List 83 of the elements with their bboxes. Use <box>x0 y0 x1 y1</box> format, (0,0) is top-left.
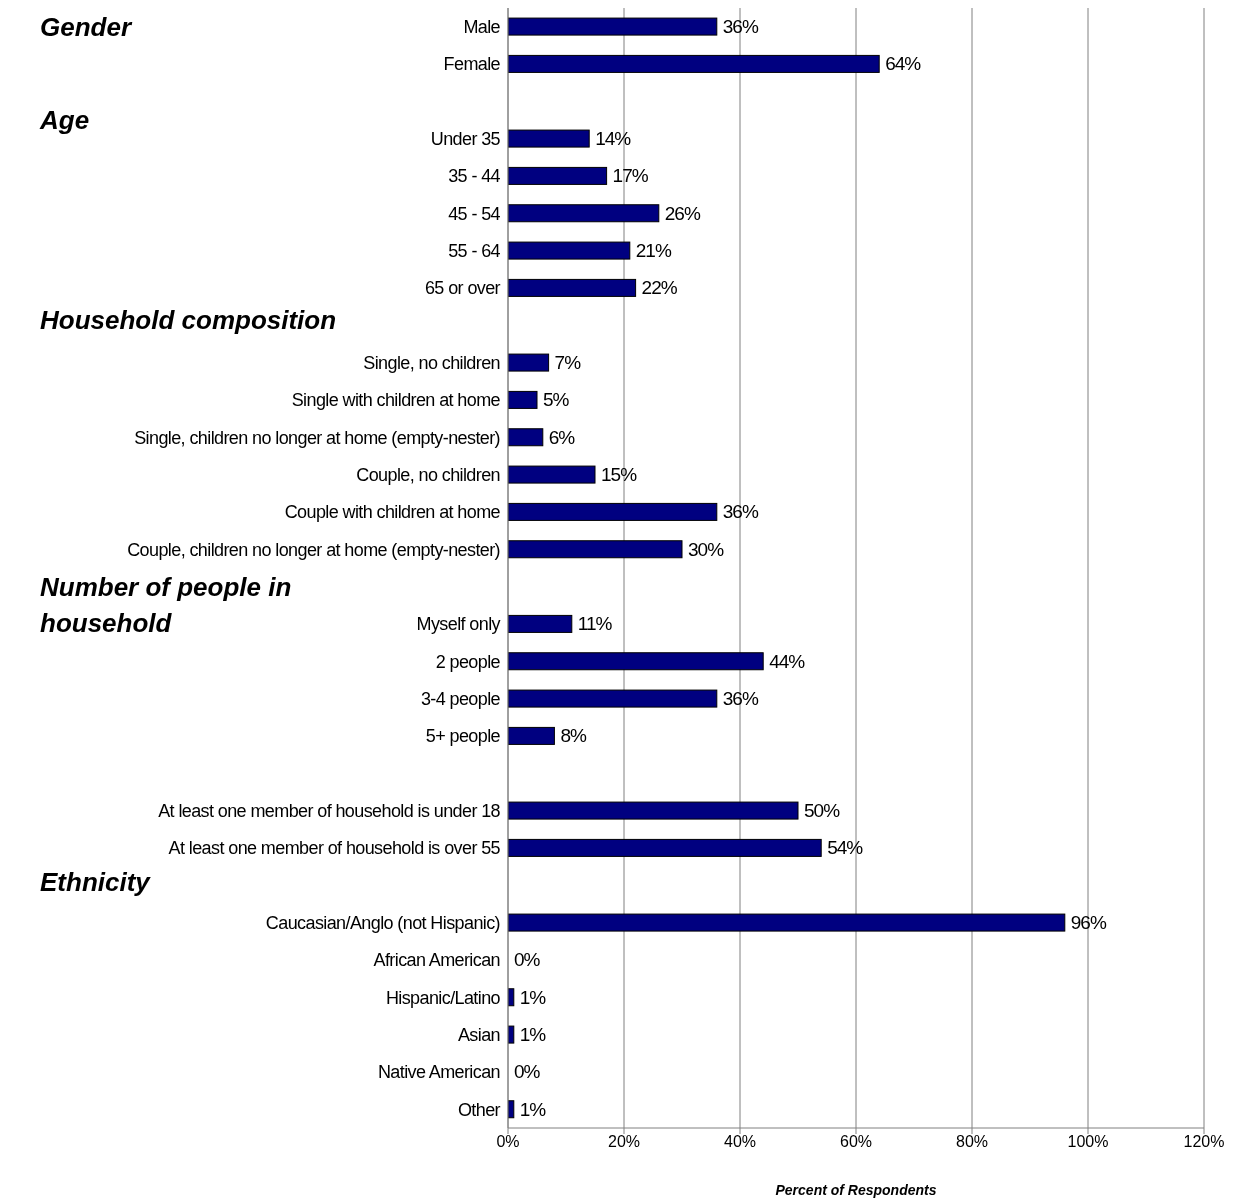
y-tick-label: Hispanic/Latino <box>385 987 501 1008</box>
y-tick-label: Single with children at home <box>291 390 501 411</box>
bar <box>508 726 555 745</box>
bar <box>508 502 718 521</box>
data-label: 96% <box>1070 912 1107 934</box>
text: Age <box>40 104 91 137</box>
text: Household composition <box>40 303 338 337</box>
y-tick-label: 2 people <box>435 651 501 672</box>
data-label: 22% <box>641 277 678 299</box>
bar <box>508 54 880 73</box>
y-tick-label: 3-4 people <box>420 689 501 710</box>
bar <box>508 353 550 372</box>
data-label: 0% <box>514 949 541 971</box>
bar <box>508 689 718 708</box>
y-tick-label: Single, children no longer at home (empty-nester) <box>134 427 500 448</box>
bar <box>508 465 596 484</box>
data-label: 17% <box>612 165 649 187</box>
y-tick-label: 45 - 54 <box>448 203 501 224</box>
data-label: 15% <box>601 464 638 486</box>
bar <box>508 540 683 559</box>
data-label: 50% <box>804 800 841 822</box>
bar <box>508 17 718 36</box>
data-label: 36% <box>722 688 759 710</box>
data-label: 11% <box>577 613 613 635</box>
y-tick-label: Asian <box>457 1025 500 1046</box>
data-label: 64% <box>885 53 922 75</box>
bar <box>508 913 1066 932</box>
bar <box>508 838 822 857</box>
bar <box>508 801 799 820</box>
data-label: 0% <box>514 1061 541 1083</box>
data-label: 8% <box>560 725 587 747</box>
y-tick-label: At least one member of household is under 18 <box>158 801 501 822</box>
bar <box>508 166 608 185</box>
data-label: 30% <box>688 538 725 560</box>
y-tick-label: 65 or over <box>424 278 501 299</box>
x-tick-label: 120% <box>1183 1133 1225 1151</box>
y-tick-label: Couple, no children <box>356 465 500 486</box>
x-tick-label: 40% <box>723 1133 757 1151</box>
y-tick-label: 35 - 44 <box>448 166 501 187</box>
data-label: 36% <box>722 501 759 523</box>
bar <box>508 614 573 633</box>
x-tick-label: 60% <box>839 1133 873 1151</box>
x-axis-title: Percent of Respondents <box>775 1182 937 1198</box>
y-tick-label: Under 35 <box>430 129 501 150</box>
bar <box>508 390 538 409</box>
x-tick-label: 0% <box>496 1133 520 1151</box>
data-label: 44% <box>769 650 806 672</box>
data-label: 21% <box>635 240 672 262</box>
bar <box>508 241 631 260</box>
text: Gender <box>40 10 134 44</box>
y-tick-label: Male <box>463 17 501 38</box>
x-tick-label: 100% <box>1067 1133 1109 1151</box>
y-tick-label: Couple with children at home <box>284 502 501 523</box>
data-label: 5% <box>543 389 570 411</box>
data-label: 1% <box>519 986 547 1008</box>
y-tick-label: Native American <box>377 1062 500 1083</box>
data-label: 54% <box>827 837 864 859</box>
data-label: 36% <box>722 16 759 38</box>
y-tick-label: At least one member of household is over 55 <box>168 838 501 859</box>
y-tick-label: Female <box>443 54 501 75</box>
data-label: 6% <box>548 426 576 448</box>
bar <box>508 204 660 223</box>
y-tick-label: 5+ people <box>425 726 501 747</box>
data-label: 26% <box>664 202 701 224</box>
text: Number of people in household <box>40 571 293 641</box>
y-tick-label: Single, no children <box>363 353 500 374</box>
bar <box>508 129 590 148</box>
y-tick-label: Caucasian/Anglo (not Hispanic) <box>265 913 500 934</box>
y-tick-label: Couple, children no longer at home (empty-nester) <box>127 539 500 560</box>
x-tick-label: 80% <box>955 1133 989 1151</box>
bar <box>508 428 544 447</box>
y-tick-label: African American <box>373 950 500 971</box>
data-label: 7% <box>554 352 582 374</box>
data-label: 14% <box>595 128 632 150</box>
x-tick-label: 20% <box>607 1133 641 1151</box>
data-label: 1% <box>519 1024 547 1046</box>
bar <box>508 278 637 297</box>
text: Ethnicity <box>40 865 152 899</box>
y-tick-label: Other <box>457 1099 501 1120</box>
y-tick-label: 55 - 64 <box>448 241 501 262</box>
bar <box>508 652 764 671</box>
data-label: 1% <box>519 1098 547 1120</box>
y-tick-label: Myself only <box>416 614 501 635</box>
